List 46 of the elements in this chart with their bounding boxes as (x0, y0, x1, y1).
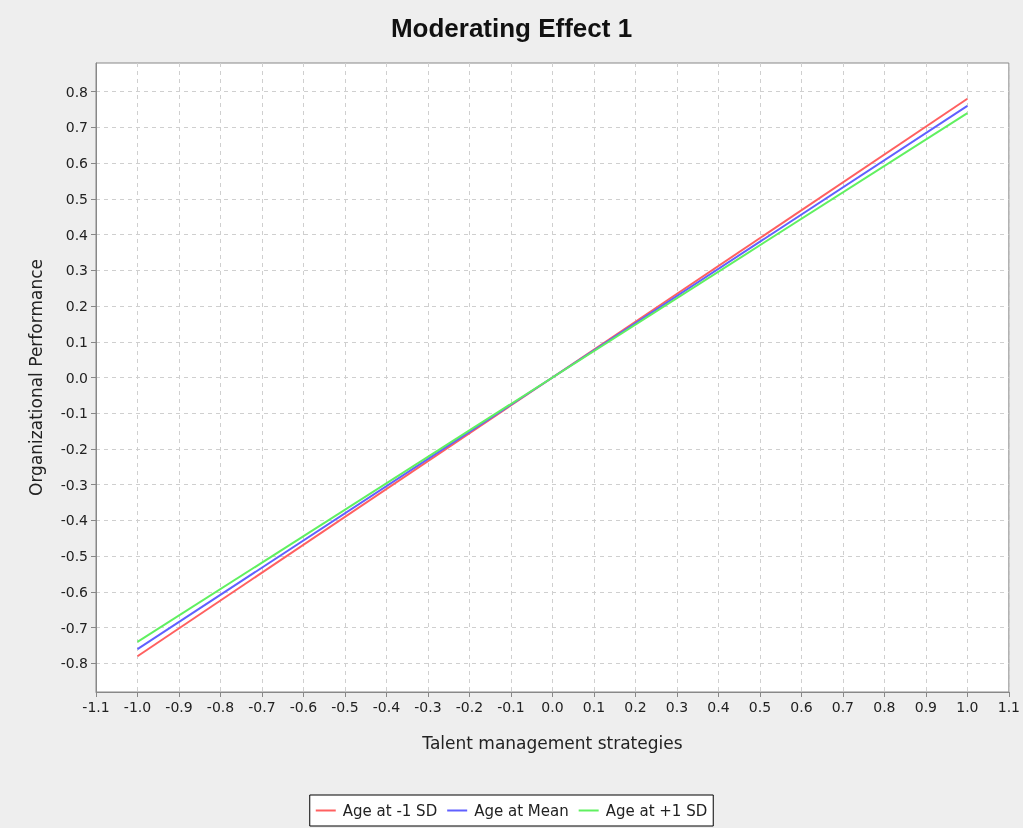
y-tick-label: -0.2 (60, 440, 88, 457)
x-tick-label: -0.4 (372, 699, 401, 715)
x-tick-label: 0.9 (914, 699, 938, 715)
x-tick-label: 0.1 (582, 699, 606, 715)
x-tick-label: 1.0 (956, 699, 979, 715)
legend-label: Age at Mean (474, 801, 569, 820)
x-tick-label: 0.8 (873, 699, 896, 715)
x-tick-label: -0.9 (165, 699, 193, 715)
x-tick-label: 0.0 (541, 699, 564, 715)
y-tick-label: -0.4 (60, 512, 89, 529)
x-tick-label: -0.7 (248, 699, 276, 715)
y-tick-label: 0.3 (65, 262, 88, 279)
legend-label: Age at -1 SD (342, 801, 438, 820)
x-axis-title: Talent management strategies (421, 732, 683, 753)
y-tick-label: -0.7 (60, 619, 88, 636)
y-axis-title: Organizational Performance (25, 259, 46, 496)
chart-title: Moderating Effect 1 (390, 13, 633, 43)
x-tick-label: -1.1 (82, 699, 110, 715)
x-tick-label: -0.2 (455, 699, 484, 715)
x-tick-label: -1.0 (123, 699, 152, 715)
x-tick-label: 0.4 (707, 699, 730, 715)
x-tick-label: 0.2 (624, 699, 647, 715)
y-tick-label: 0.7 (65, 119, 88, 136)
x-tick-label: -0.5 (331, 699, 359, 715)
legend-label: Age at +1 SD (605, 801, 708, 820)
y-tick-label: -0.6 (60, 583, 89, 600)
x-tick-label: 0.5 (748, 699, 772, 715)
y-tick-label: 0.5 (65, 190, 88, 207)
y-tick-label: -0.3 (60, 476, 88, 493)
y-tick-label: 0.0 (65, 369, 88, 386)
x-tick-label: 0.6 (790, 699, 813, 715)
y-tick-label: 0.2 (65, 298, 88, 315)
y-tick-label: 0.8 (65, 83, 88, 100)
x-tick-label: -0.3 (414, 699, 442, 715)
y-tick-label: -0.5 (60, 548, 88, 565)
y-tick-label: 0.4 (65, 226, 89, 243)
x-tick-label: 1.1 (997, 699, 1020, 715)
x-tick-label: -0.6 (289, 699, 318, 715)
x-tick-label: 0.3 (665, 699, 689, 715)
y-tick-label: 0.1 (65, 333, 88, 350)
x-tick-label: -0.1 (497, 699, 525, 715)
x-tick-label: -0.8 (206, 699, 235, 715)
y-tick-label: -0.8 (60, 655, 88, 672)
y-tick-label: 0.6 (65, 155, 89, 172)
x-tick-label: 0.7 (831, 699, 855, 715)
y-tick-label: -0.1 (60, 405, 88, 422)
